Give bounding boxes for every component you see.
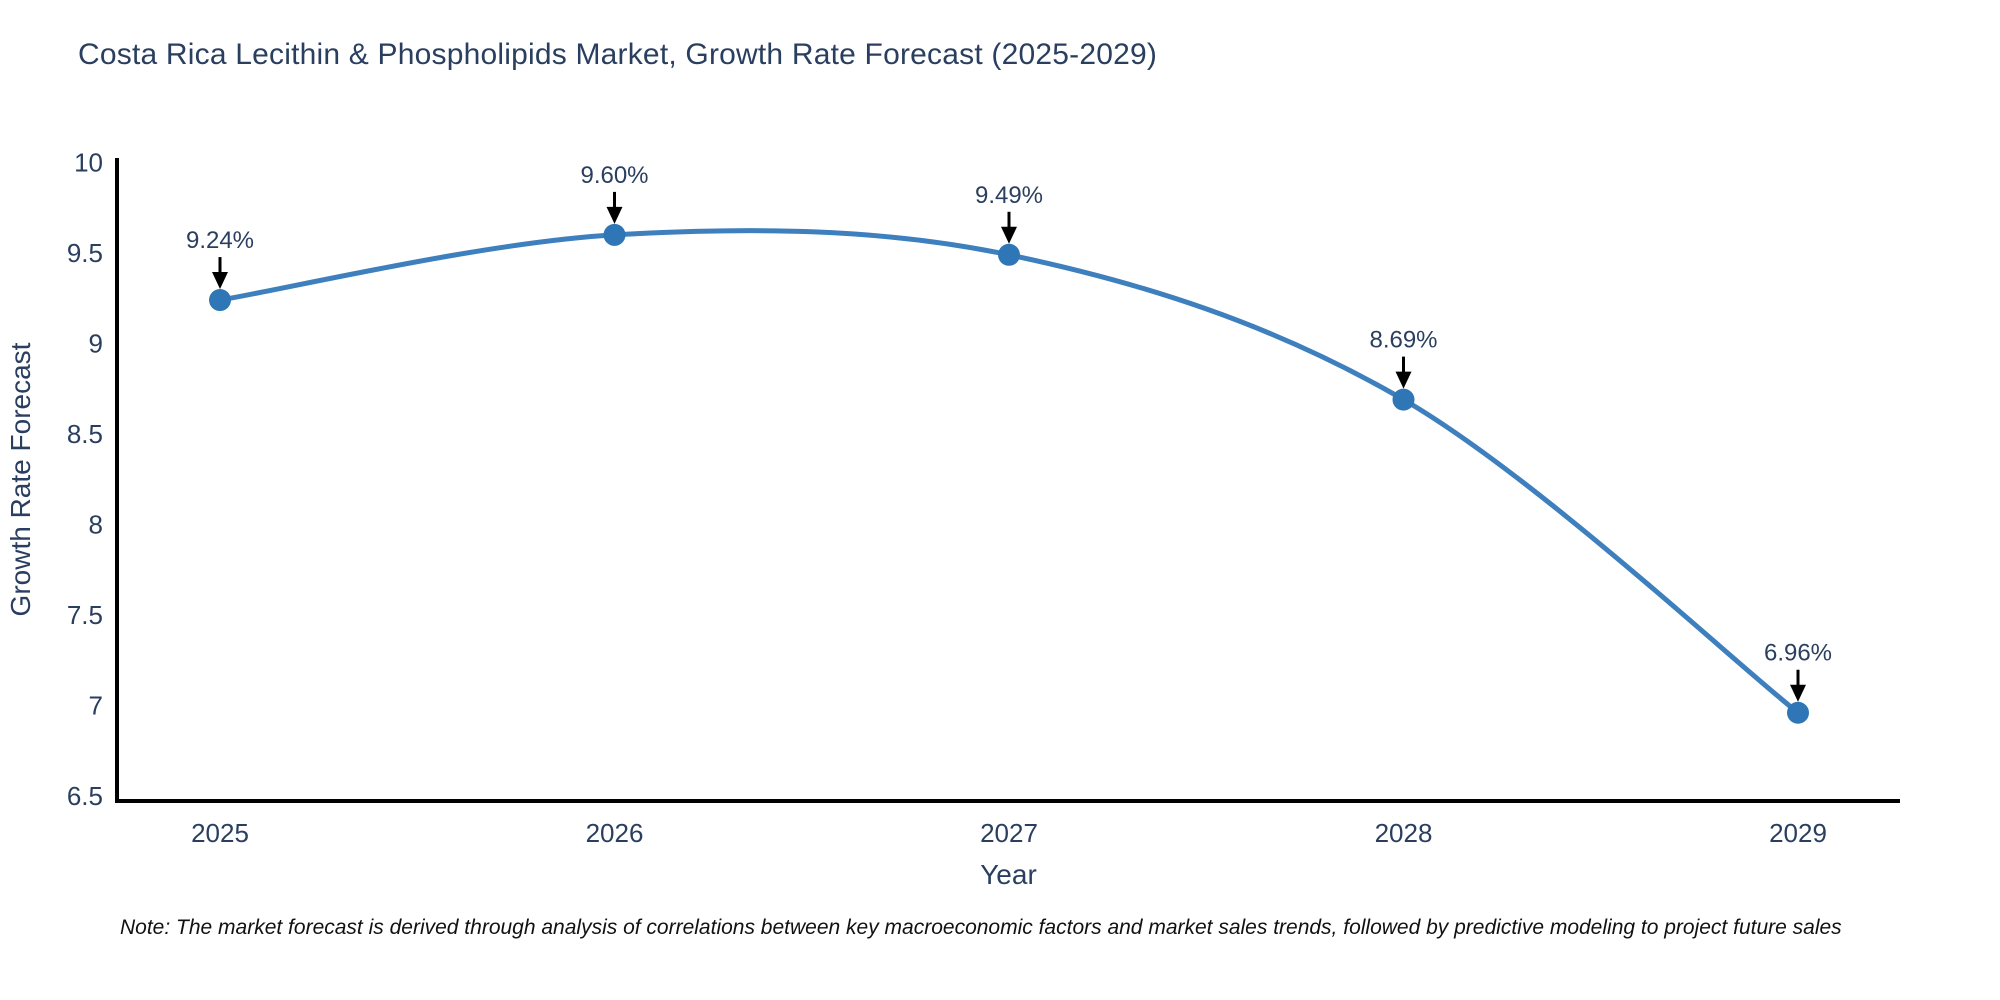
- annotation-arrow-head: [606, 206, 623, 224]
- footnote: Note: The market forecast is derived thr…: [120, 916, 1842, 939]
- annotation-arrow-head: [1395, 371, 1412, 389]
- data-point-marker: [1787, 701, 1809, 724]
- y-axis-tick-label: 10: [74, 148, 103, 178]
- annotation-label: 6.96%: [1764, 640, 1832, 667]
- x-axis-tick-label: 2027: [980, 818, 1038, 848]
- y-axis-tick-label: 8.5: [67, 419, 103, 449]
- annotation-label: 9.49%: [975, 182, 1043, 209]
- trend-line: [219, 228, 1800, 715]
- y-axis-tick-label: 7: [89, 691, 103, 721]
- annotation-label: 9.24%: [186, 227, 254, 254]
- x-axis-tick-label: 2025: [191, 818, 249, 848]
- x-axis-title: Year: [980, 859, 1037, 890]
- y-axis-tick-label: 9.5: [67, 238, 103, 268]
- data-point-marker: [1392, 388, 1415, 411]
- data-point-marker: [603, 223, 626, 246]
- data-point-marker: [998, 243, 1020, 266]
- y-axis-tick-label: 8: [89, 510, 103, 540]
- y-axis-tick-label: 6.5: [67, 781, 103, 811]
- x-axis-tick-label: 2028: [1375, 818, 1433, 848]
- annotation-label: 9.60%: [580, 162, 648, 189]
- y-axis-tick-label: 9: [89, 329, 103, 359]
- annotation-label: 8.69%: [1369, 327, 1437, 354]
- x-axis-tick-label: 2026: [586, 818, 644, 848]
- x-axis-tick-label: 2029: [1769, 818, 1827, 848]
- chart-title: Costa Rica Lecithin & Phospholipids Mark…: [78, 38, 1158, 71]
- y-axis-title: Growth Rate Forecast: [5, 342, 36, 616]
- annotation-arrow-head: [212, 272, 228, 290]
- annotation-arrow-head: [1001, 226, 1017, 244]
- annotation-arrow-head: [1790, 684, 1806, 702]
- data-point-marker: [209, 289, 231, 312]
- y-axis-tick-label: 7.5: [67, 600, 103, 630]
